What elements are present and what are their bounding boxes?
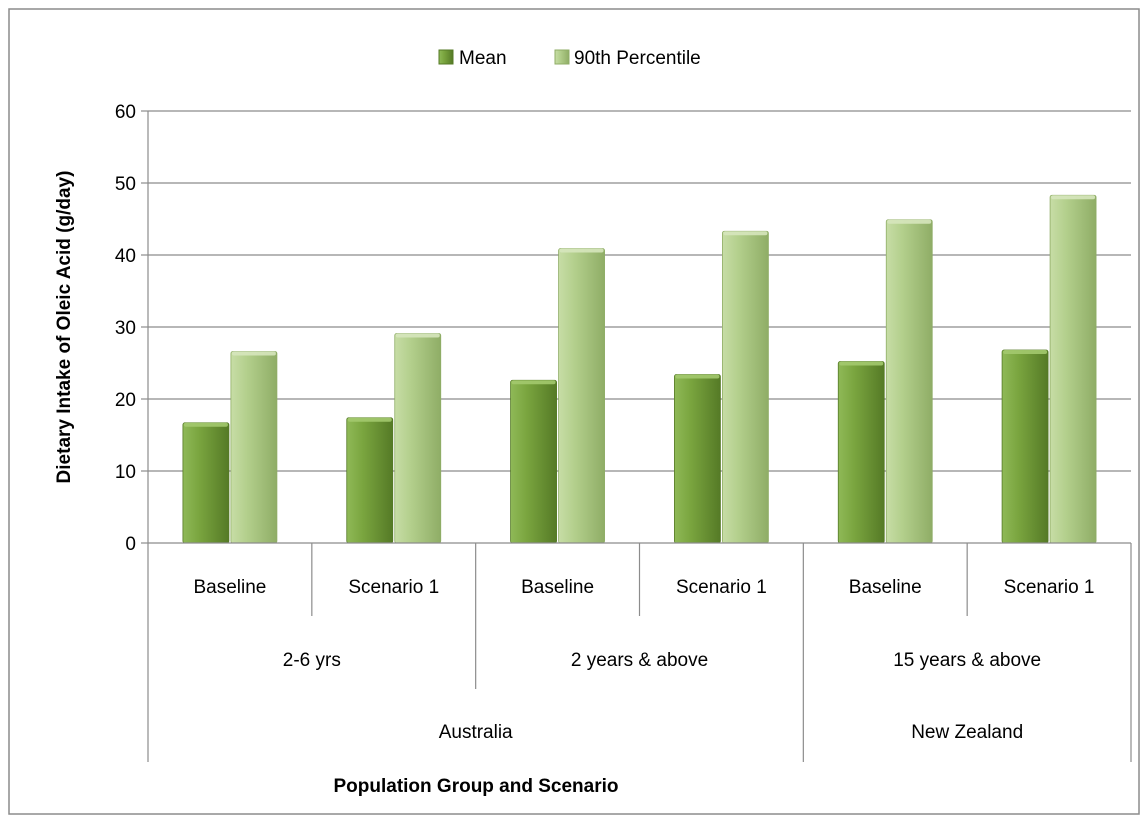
x-category-label-0: Baseline	[193, 577, 266, 598]
x-group-label-l2-1: 2 years & above	[571, 650, 708, 671]
bars	[182, 194, 1097, 544]
legend-swatch-mean	[438, 49, 454, 65]
y-tick-label-50: 50	[115, 174, 136, 195]
legend: Mean 90th Percentile	[438, 48, 701, 69]
bar-p90-4	[885, 219, 933, 544]
bar-mean-1	[346, 417, 394, 544]
bar-mean-3	[674, 374, 721, 544]
x-category-label-3: Scenario 1	[676, 577, 767, 598]
legend-item-p90: 90th Percentile	[554, 48, 701, 69]
bar-p90-2	[558, 248, 605, 544]
bar-mean-0	[182, 422, 230, 544]
bar-mean-4	[837, 361, 885, 544]
bar-top-p90-2	[559, 248, 604, 253]
bar-top-mean-1	[347, 417, 392, 422]
x-axis-title: Population Group and Scenario	[333, 776, 618, 797]
bar-top-mean-0	[183, 422, 228, 427]
y-tick-label-0: 0	[125, 534, 136, 555]
bar-top-p90-4	[887, 219, 932, 224]
bar-top-p90-1	[395, 333, 440, 338]
bar-p90-5	[1049, 194, 1097, 544]
bar-mean-5	[1001, 349, 1049, 544]
x-group-label-l2-0: 2-6 yrs	[283, 650, 341, 671]
legend-label-mean: Mean	[459, 48, 507, 69]
x-category-label-2: Baseline	[521, 577, 594, 598]
y-tick-label-60: 60	[115, 102, 136, 123]
bar-mean-2	[510, 379, 557, 544]
bar-top-mean-5	[1003, 350, 1048, 355]
bar-p90-0	[230, 351, 278, 544]
bar-top-p90-3	[723, 231, 768, 236]
x-category-label-4: Baseline	[849, 577, 922, 598]
bar-p90-3	[722, 230, 769, 544]
legend-label-p90: 90th Percentile	[574, 48, 701, 69]
y-tick-label-10: 10	[115, 462, 136, 483]
x-group-label-l3-0: Australia	[439, 722, 513, 743]
legend-item-mean: Mean	[438, 48, 507, 69]
axes: 0 10 20 30 40 50 60 Baseline Scenario 1 Baseline S…	[115, 102, 1132, 762]
y-axis-title: Dietary Intake of Oleic Acid (g/day)	[54, 171, 75, 484]
bar-top-p90-5	[1051, 195, 1096, 200]
gridlines	[148, 110, 1131, 472]
bar-p90-1	[394, 333, 442, 544]
y-tick-label-20: 20	[115, 390, 136, 411]
bar-top-p90-0	[231, 351, 276, 356]
y-tick-label-30: 30	[115, 318, 136, 339]
bar-top-mean-3	[675, 374, 720, 379]
bar-top-mean-4	[839, 361, 884, 366]
x-category-label-1: Scenario 1	[348, 577, 439, 598]
x-group-label-l3-1: New Zealand	[911, 722, 1023, 743]
x-category-label-5: Scenario 1	[1004, 577, 1095, 598]
x-group-label-l2-2: 15 years & above	[893, 650, 1041, 671]
y-tick-label-40: 40	[115, 246, 136, 267]
bar-top-mean-2	[511, 380, 556, 385]
legend-swatch-p90	[554, 49, 570, 65]
